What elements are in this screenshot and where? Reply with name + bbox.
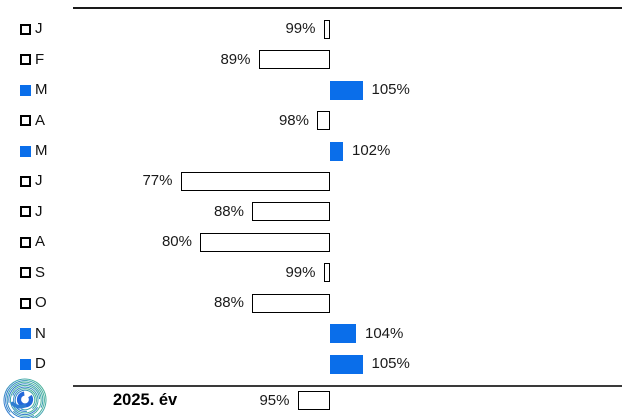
legend-marker-above-baseline — [20, 145, 31, 157]
value-label: 99% — [285, 263, 316, 281]
month-label: O — [35, 294, 47, 312]
month-label: N — [35, 324, 46, 342]
value-bar — [323, 19, 330, 39]
month-label: S — [35, 263, 46, 281]
legend-marker-below-baseline — [20, 206, 31, 218]
value-bar — [200, 232, 330, 252]
summary-row-label: 2025. év — [113, 391, 178, 409]
value-label: 104% — [365, 324, 404, 342]
value-bar — [330, 141, 343, 161]
value-bar — [330, 324, 356, 344]
value-bar — [317, 111, 330, 131]
value-label: 98% — [278, 111, 309, 129]
legend-marker-below-baseline — [20, 297, 31, 309]
month-label: A — [35, 111, 46, 129]
value-bar — [252, 202, 330, 222]
value-label: 99% — [285, 20, 316, 38]
legend-marker-above-baseline — [20, 328, 31, 340]
month-label: F — [35, 50, 45, 68]
value-label: 88% — [213, 202, 244, 220]
legend-marker-below-baseline — [20, 175, 31, 187]
value-label: 105% — [371, 355, 410, 373]
legend-marker-below-baseline — [20, 23, 31, 35]
month-label: D — [35, 355, 46, 373]
value-label: 88% — [213, 294, 244, 312]
legend-marker-below-baseline — [20, 236, 31, 248]
value-label: 95% — [259, 391, 290, 409]
value-bar — [330, 354, 363, 374]
month-label: A — [35, 233, 46, 251]
value-label: 105% — [371, 81, 410, 99]
value-bar — [297, 391, 330, 410]
chart-separator-line — [73, 385, 622, 387]
value-label: 89% — [220, 50, 251, 68]
legend-marker-above-baseline — [20, 358, 31, 370]
value-label: 77% — [142, 172, 173, 190]
value-bar — [180, 171, 330, 191]
value-label: 102% — [352, 142, 391, 159]
value-bar — [258, 50, 330, 70]
spiral-swirl-logo — [3, 378, 47, 418]
month-label: J — [35, 20, 43, 38]
value-label: 80% — [161, 233, 192, 251]
chart-top-border — [73, 7, 622, 9]
legend-marker-above-baseline — [20, 84, 31, 96]
month-label: J — [35, 202, 43, 220]
value-bar — [330, 80, 363, 100]
month-label: M — [35, 142, 48, 159]
legend-marker-below-baseline — [20, 267, 31, 279]
value-bar — [252, 293, 330, 313]
month-label: J — [35, 172, 43, 190]
legend-marker-below-baseline — [20, 115, 31, 127]
value-bar — [323, 263, 330, 283]
month-label: M — [35, 81, 48, 99]
legend-marker-below-baseline — [20, 54, 31, 66]
